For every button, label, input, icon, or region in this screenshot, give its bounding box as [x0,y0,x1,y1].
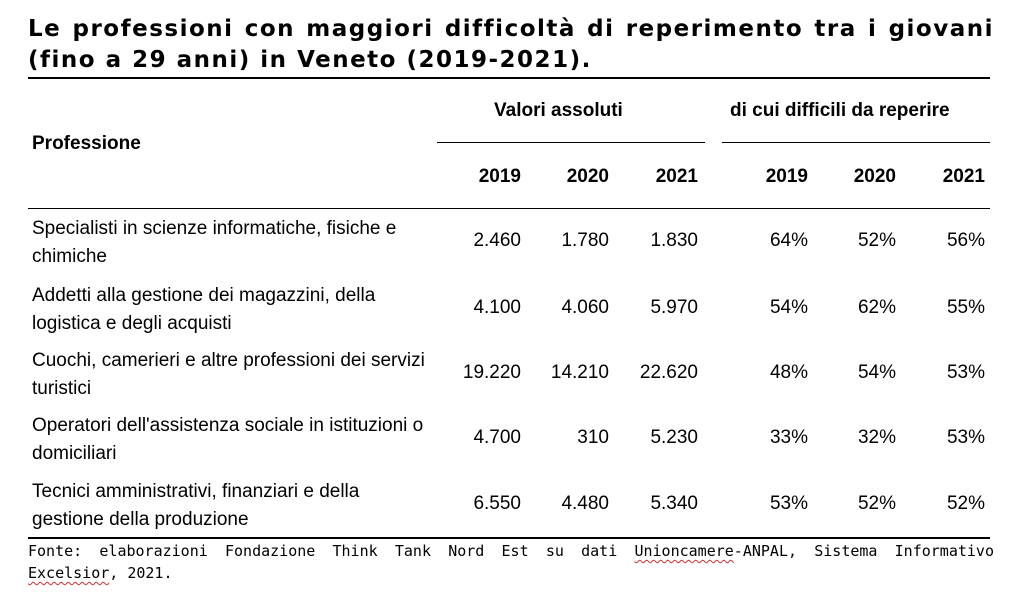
header-year: 2021 [655,166,698,187]
row-profession: Tecnici amministrativi, finanziari e del… [32,481,360,530]
document-title: Le professioni con maggiori difficoltà d… [28,16,994,73]
row-value: 5.970 [650,297,698,318]
header-group-difficult: di cui difficili da reperire [730,100,950,121]
row-value: 48% [769,362,808,383]
row-value: 22.620 [639,362,698,383]
row-value: 54% [769,297,808,318]
row-value: 310 [577,427,609,448]
header-profession: Professione [32,133,141,154]
row-value: 53% [946,362,985,383]
header-bottom-rule [28,208,990,209]
row-value: 4.480 [561,493,609,514]
row-value: 19.220 [462,362,521,383]
row-value: 52% [946,493,985,514]
row-value: 54% [857,362,896,383]
source-suffix: , 2021. [109,564,173,582]
table-bottom-rule [28,537,990,539]
row-value: 62% [857,297,896,318]
source-excelsior: Excelsior [28,564,110,582]
row-value: 4.100 [473,297,521,318]
row-value: 5.230 [650,427,698,448]
group-rule-absolute [437,142,705,143]
row-value: 1.780 [561,230,609,251]
header-year: 2020 [566,166,609,187]
row-value: 32% [857,427,896,448]
row-value: 2.460 [473,230,521,251]
row-value: 52% [857,230,896,251]
header-year: 2020 [853,166,896,187]
top-rule [28,77,990,79]
row-profession: Operatori dell'assistenza sociale in ist… [32,415,424,464]
source-prefix: Fonte: elaborazioni Fondazione Think Tan… [28,542,635,560]
row-value: 52% [857,493,896,514]
source-middle: -ANPAL, Sistema Informativo [733,542,994,560]
row-value: 53% [946,427,985,448]
row-value: 1.830 [650,230,698,251]
row-value: 64% [769,230,808,251]
source-note: Fonte: elaborazioni Fondazione Think Tan… [28,540,994,584]
row-value: 4.700 [473,427,521,448]
row-profession: Specialisti in scienze informatiche, fis… [32,218,397,267]
row-value: 53% [769,493,808,514]
row-value: 6.550 [473,493,521,514]
row-value: 5.340 [650,493,698,514]
header-year: 2021 [942,166,985,187]
row-value: 33% [769,427,808,448]
header-year: 2019 [478,166,521,187]
row-value: 56% [946,230,985,251]
row-value: 55% [946,297,985,318]
row-profession: Cuochi, camerieri e altre professioni de… [32,350,425,399]
row-profession: Addetti alla gestione dei magazzini, del… [32,285,376,334]
header-group-absolute: Valori assoluti [494,100,623,121]
row-value: 4.060 [561,297,609,318]
row-value: 14.210 [550,362,609,383]
group-rule-difficult [722,142,990,143]
header-year: 2019 [765,166,808,187]
source-unioncamere: Unioncamere [634,542,734,560]
